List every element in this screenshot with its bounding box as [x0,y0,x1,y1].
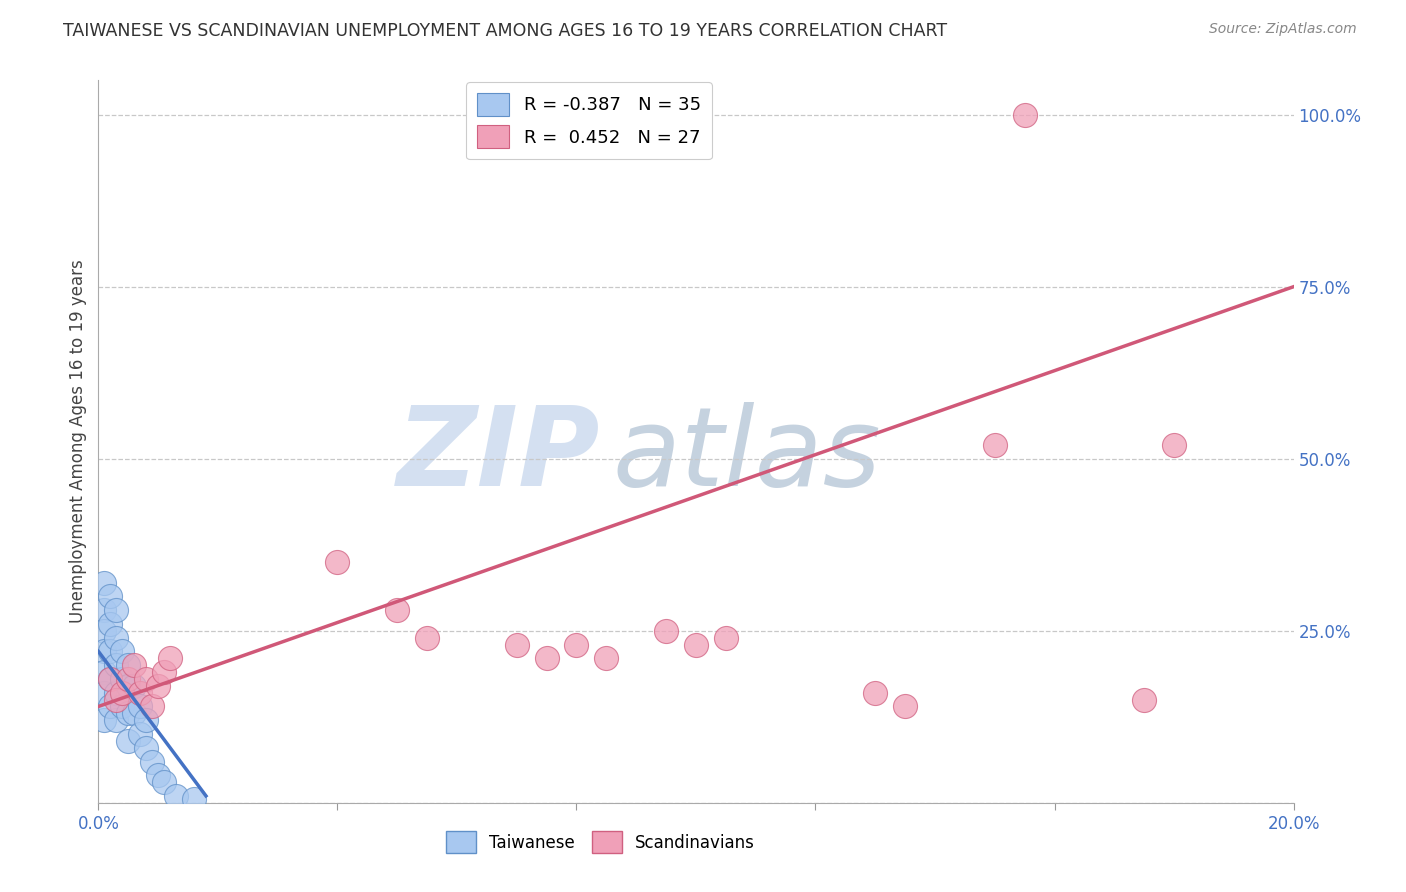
Point [105,713,128,727]
Point [117,672,139,686]
Point [93,603,115,617]
Point [117,658,139,673]
Point [141,699,163,714]
Point [98,616,122,631]
Point [98,672,122,686]
Point [135,672,157,686]
Point [153,775,176,789]
Point [135,713,157,727]
Legend: Taiwanese, Scandinavians: Taiwanese, Scandinavians [439,825,762,860]
Point [111,672,134,686]
Point [124,706,146,721]
Point [1163,438,1185,452]
Point [865,686,887,700]
Point [93,624,115,638]
Text: ZIP: ZIP [396,402,600,509]
Point [153,665,176,679]
Point [714,631,737,645]
Point [105,658,128,673]
Point [98,672,122,686]
Point [894,699,917,714]
Point [111,686,134,700]
Point [117,734,139,748]
Point [159,651,181,665]
Point [984,438,1007,452]
Point [129,727,152,741]
Point [326,555,349,569]
Point [105,603,128,617]
Point [129,699,152,714]
Text: TAIWANESE VS SCANDINAVIAN UNEMPLOYMENT AMONG AGES 16 TO 19 YEARS CORRELATION CHA: TAIWANESE VS SCANDINAVIAN UNEMPLOYMENT A… [63,22,948,40]
Point [506,638,529,652]
Point [111,644,134,658]
Point [93,665,115,679]
Point [183,792,205,806]
Point [105,631,128,645]
Point [105,686,128,700]
Point [129,686,152,700]
Point [117,679,139,693]
Point [93,713,115,727]
Text: atlas: atlas [613,402,882,509]
Point [536,651,558,665]
Point [117,706,139,721]
Point [111,699,134,714]
Point [165,789,187,803]
Point [98,699,122,714]
Point [385,603,409,617]
Point [416,631,439,645]
Point [148,679,170,693]
Point [1133,692,1156,706]
Point [595,651,617,665]
Point [685,638,707,652]
Point [124,658,146,673]
Point [98,644,122,658]
Y-axis label: Unemployment Among Ages 16 to 19 years: Unemployment Among Ages 16 to 19 years [69,260,87,624]
Point [124,679,146,693]
Point [93,644,115,658]
Point [565,638,588,652]
Point [93,686,115,700]
Point [148,768,170,782]
Point [135,740,157,755]
Point [141,755,163,769]
Point [1014,108,1036,122]
Point [93,575,115,590]
Point [105,692,128,706]
Text: Source: ZipAtlas.com: Source: ZipAtlas.com [1209,22,1357,37]
Point [655,624,678,638]
Point [98,590,122,604]
